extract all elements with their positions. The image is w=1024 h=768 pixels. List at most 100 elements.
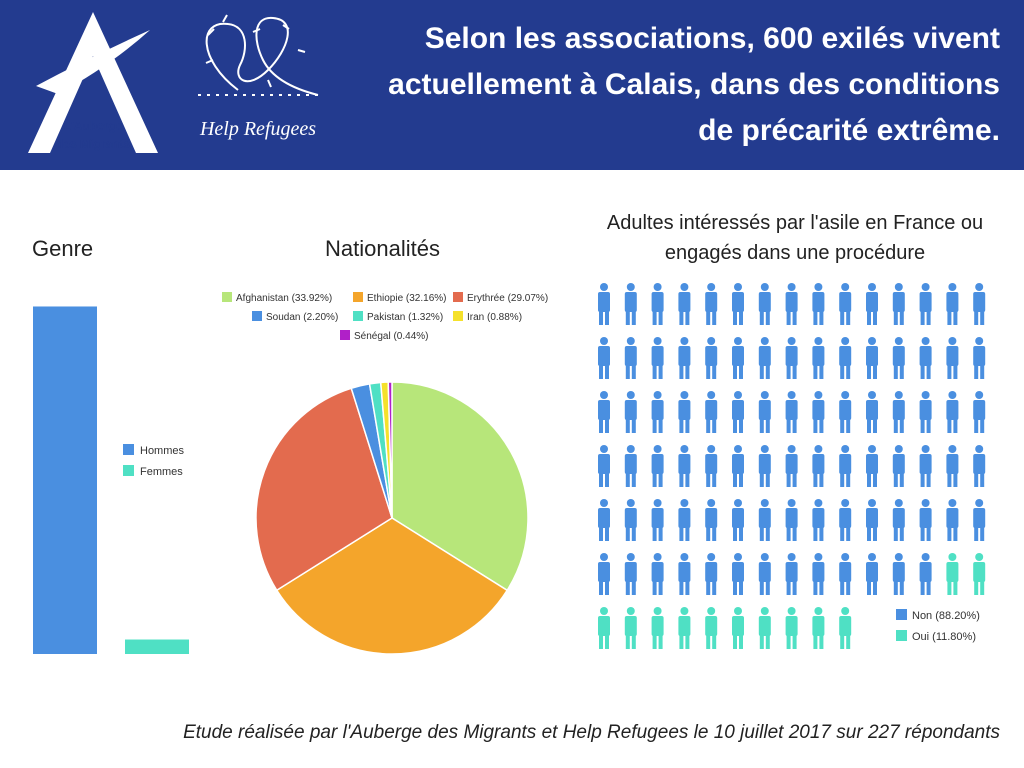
person-icon	[624, 283, 637, 325]
pie-slice-0	[391, 381, 529, 592]
person-icon	[598, 337, 610, 379]
person-icon	[598, 499, 610, 541]
pie-legend-swatch-5	[453, 311, 463, 321]
pie-legend-swatch-3	[252, 311, 262, 321]
pie-legend-label-3: Soudan (2.20%)	[266, 312, 338, 323]
person-icon	[651, 499, 664, 541]
nationalites-title: Nationalités	[325, 236, 440, 261]
pie-slice-1	[275, 517, 509, 655]
person-icon	[598, 607, 610, 649]
person-icon	[785, 553, 798, 595]
person-icon	[785, 607, 798, 649]
person-icon	[624, 499, 637, 541]
person-icon	[732, 607, 744, 649]
picto-legend-label-1: Oui (11.80%)	[912, 631, 976, 643]
pie-slice-6	[387, 381, 393, 519]
pie-slice-2	[255, 387, 393, 592]
genre-legend-label-1: Femmes	[140, 466, 183, 478]
person-icon	[651, 391, 664, 433]
footer-source: Etude réalisée par l'Auberge des Migrant…	[183, 722, 1000, 743]
person-icon	[651, 553, 664, 595]
person-icon	[892, 283, 905, 325]
person-icon	[946, 337, 959, 379]
person-icon	[946, 445, 959, 487]
person-icon	[946, 553, 959, 595]
logo-hr-text: Help Refugees	[199, 118, 316, 140]
person-icon	[866, 553, 878, 595]
pie-legend-label-4: Pakistan (1.32%)	[367, 312, 443, 323]
person-icon	[892, 391, 905, 433]
person-icon	[785, 283, 798, 325]
help-refugees-logo: Help Refugees	[198, 14, 323, 140]
picto-legend-swatch-0	[896, 609, 907, 620]
person-icon	[946, 499, 959, 541]
person-icon	[705, 391, 718, 433]
person-icon	[758, 553, 771, 595]
pie-legend-swatch-0	[222, 292, 232, 302]
person-icon	[732, 337, 744, 379]
pie-legend-swatch-2	[453, 292, 463, 302]
person-icon	[812, 283, 825, 325]
pie-legend-swatch-1	[353, 292, 363, 302]
person-icon	[892, 337, 905, 379]
person-icon	[892, 553, 905, 595]
genre-bar-0	[33, 306, 97, 654]
person-icon	[973, 391, 986, 433]
person-icon	[892, 445, 905, 487]
pie-legend-label-1: Ethiopie (32.16%)	[367, 293, 447, 304]
person-icon	[785, 445, 798, 487]
person-icon	[866, 283, 878, 325]
person-icon	[973, 553, 986, 595]
person-icon	[598, 283, 610, 325]
genre-legend-swatch-1	[123, 465, 134, 476]
person-icon	[678, 499, 691, 541]
person-icon	[919, 553, 932, 595]
person-icon	[678, 283, 691, 325]
person-icon	[678, 607, 691, 649]
person-icon	[598, 553, 610, 595]
person-icon	[705, 283, 718, 325]
genre-bar-chart: Hommes Femmes	[33, 306, 189, 654]
person-icon	[839, 499, 852, 541]
person-icon	[919, 337, 932, 379]
pie-legend-swatch-6	[340, 330, 350, 340]
asile-title: Adultes intéressés par l'asile en France…	[606, 212, 984, 264]
person-icon	[919, 391, 932, 433]
person-icon	[624, 391, 637, 433]
person-icon	[651, 337, 664, 379]
person-icon	[973, 283, 986, 325]
person-icon	[839, 553, 852, 595]
headline: Selon les associations, 600 exilés viven…	[388, 22, 1000, 147]
genre-bar-1	[125, 639, 189, 654]
person-icon	[973, 499, 986, 541]
person-icon	[973, 445, 986, 487]
person-icon	[705, 337, 718, 379]
pie-legend-label-2: Erythrée (29.07%)	[467, 293, 548, 304]
person-icon	[678, 445, 691, 487]
person-icon	[946, 283, 959, 325]
person-icon	[973, 337, 986, 379]
person-icon	[812, 607, 825, 649]
person-icon	[839, 391, 852, 433]
person-icon	[651, 445, 664, 487]
header-banner: L'Auberge des Migrants Help Refugees Sel…	[0, 0, 1024, 170]
person-icon	[678, 337, 691, 379]
person-icon	[758, 337, 771, 379]
person-icon	[812, 499, 825, 541]
person-icon	[705, 553, 718, 595]
person-icon	[598, 445, 610, 487]
person-icon	[785, 499, 798, 541]
person-icon	[678, 391, 691, 433]
person-icon	[919, 499, 932, 541]
person-icon	[758, 391, 771, 433]
person-icon	[758, 607, 771, 649]
person-icon	[624, 553, 637, 595]
person-icon	[624, 607, 637, 649]
person-icon	[866, 391, 878, 433]
person-icon	[651, 283, 664, 325]
person-icon	[678, 553, 691, 595]
person-icon	[866, 445, 878, 487]
person-icon	[732, 499, 744, 541]
person-icon	[812, 553, 825, 595]
picto-legend-swatch-1	[896, 630, 907, 641]
